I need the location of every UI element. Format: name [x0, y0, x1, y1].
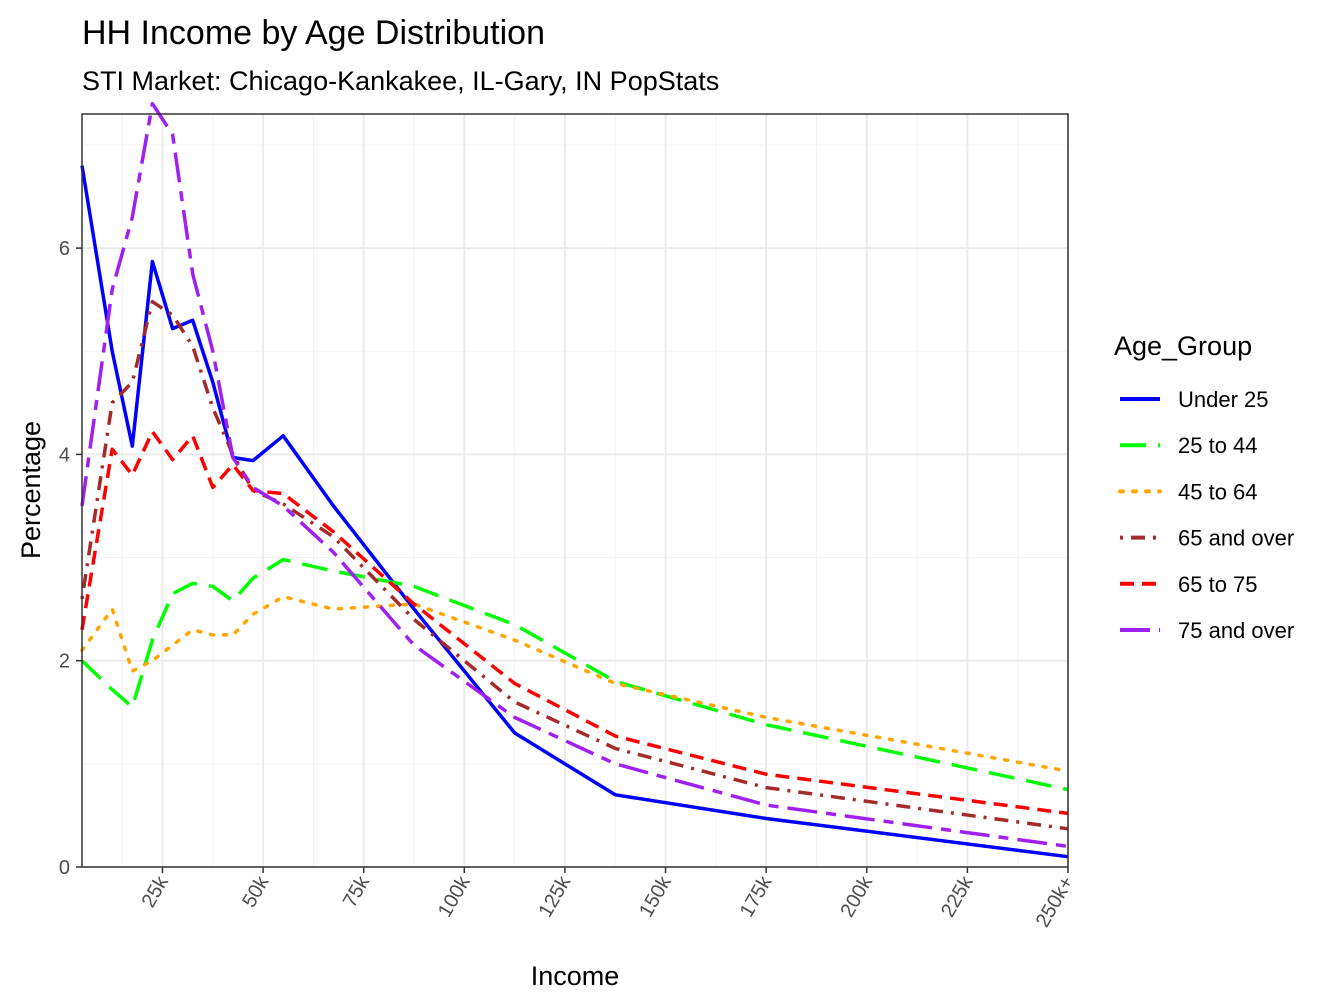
- legend-label: 25 to 44: [1178, 433, 1258, 458]
- x-axis-title: Income: [531, 961, 620, 991]
- major-gridlines: [82, 114, 1069, 868]
- legend-label: 75 and over: [1178, 618, 1294, 643]
- series-line-25-to-44: [80, 557, 1069, 792]
- x-tick-label: 150k: [635, 872, 676, 921]
- series-line-45-to-64: [80, 594, 1070, 773]
- plot-panel-border: [81, 113, 1069, 868]
- y-axis: 0 2 4 6: [59, 238, 82, 879]
- minor-gridlines: [82, 114, 1068, 867]
- y-tick-label: 6: [59, 238, 70, 260]
- x-tick-label: 225k: [937, 872, 978, 921]
- x-tick-label: 125k: [535, 872, 576, 921]
- y-axis-title: Percentage: [16, 421, 46, 559]
- x-tick-label: 250k+: [1032, 873, 1079, 932]
- y-tick-label: 0: [59, 857, 70, 879]
- legend-title: Age_Group: [1114, 331, 1252, 361]
- x-tick-label: 200k: [836, 872, 877, 921]
- legend-label: 65 and over: [1178, 526, 1294, 551]
- x-axis: 25k 50k 75k 100k 125k 150k 175k 200k 225k 250k+: [138, 867, 1079, 932]
- legend-label: Under 25: [1178, 387, 1269, 412]
- chart-title: HH Income by Age Distribution: [82, 14, 545, 52]
- x-tick-label: 25k: [138, 872, 174, 912]
- legend: Under 25 25 to 44 45 to 64 65 and over 65 to…: [1118, 387, 1294, 643]
- series-line-65-and-over: [80, 299, 1069, 831]
- legend-label: 65 to 75: [1178, 572, 1258, 597]
- series-line-75-and-over: [80, 101, 1069, 849]
- x-tick-label: 100k: [434, 872, 475, 921]
- x-tick-label: 50k: [238, 872, 274, 912]
- y-tick-label: 4: [59, 444, 70, 466]
- y-tick-label: 2: [59, 651, 70, 673]
- x-tick-label: 75k: [339, 872, 375, 912]
- series-line-under-25: [80, 165, 1069, 859]
- x-tick-label: 175k: [736, 872, 777, 921]
- chart-subtitle: STI Market: Chicago-Kankakee, IL-Gary, I…: [82, 66, 719, 96]
- plot-series: [80, 101, 1070, 859]
- legend-label: 45 to 64: [1178, 479, 1258, 504]
- series-line-65-to-75: [80, 429, 1069, 816]
